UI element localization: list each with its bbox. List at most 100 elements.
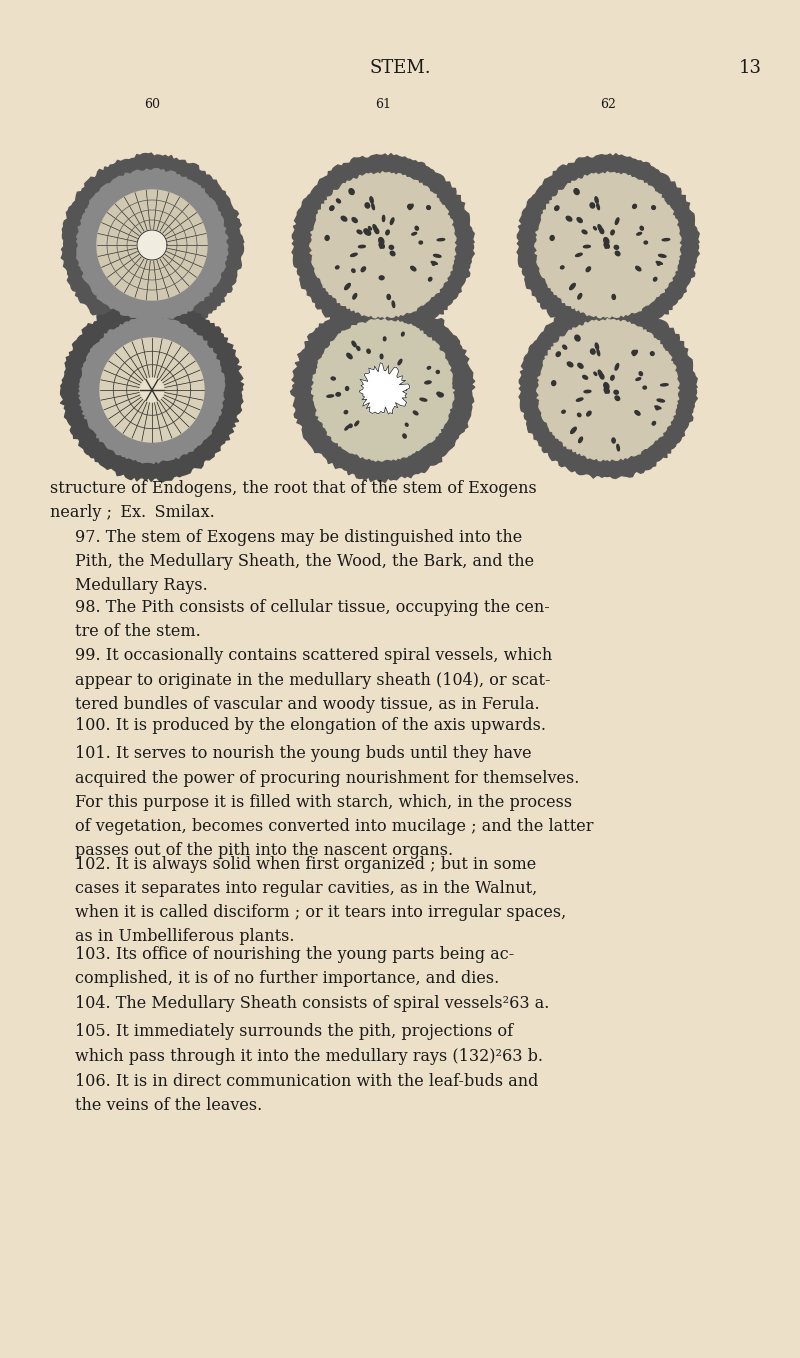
Ellipse shape [556,352,560,356]
Ellipse shape [415,227,418,230]
Polygon shape [290,299,475,482]
Ellipse shape [598,224,602,232]
Polygon shape [519,300,698,478]
Ellipse shape [383,337,386,341]
Ellipse shape [426,205,430,209]
Polygon shape [78,316,225,463]
Ellipse shape [577,398,583,401]
Text: 102. It is always solid when first organized ; but in some
cases it separates in: 102. It is always solid when first organ… [75,856,566,945]
Ellipse shape [586,268,590,272]
Ellipse shape [330,206,334,210]
Ellipse shape [382,216,385,221]
Ellipse shape [582,375,588,379]
Ellipse shape [379,243,382,247]
Ellipse shape [597,349,600,356]
Ellipse shape [420,398,426,401]
Polygon shape [312,319,454,462]
Ellipse shape [598,371,602,378]
Ellipse shape [425,382,431,384]
Ellipse shape [436,371,439,373]
Ellipse shape [650,352,654,356]
Ellipse shape [365,202,370,208]
Ellipse shape [636,378,641,380]
Ellipse shape [335,266,339,269]
Ellipse shape [358,246,366,247]
Ellipse shape [552,380,556,386]
Ellipse shape [595,197,598,204]
Ellipse shape [345,284,350,289]
Ellipse shape [575,335,580,341]
Ellipse shape [644,240,647,244]
Ellipse shape [652,205,655,209]
Text: 97. The stem of Exogens may be distinguished into the
Pith, the Medullary Sheath: 97. The stem of Exogens may be distingui… [75,530,534,595]
Ellipse shape [353,293,357,299]
Ellipse shape [604,383,609,390]
Ellipse shape [607,390,610,392]
Ellipse shape [431,262,438,265]
Ellipse shape [389,246,394,250]
Ellipse shape [612,439,615,443]
Circle shape [140,378,164,402]
Ellipse shape [370,197,374,204]
Ellipse shape [590,202,594,208]
Ellipse shape [402,333,404,335]
Ellipse shape [612,295,615,300]
Ellipse shape [590,349,595,354]
Ellipse shape [342,216,347,221]
Ellipse shape [387,295,390,300]
Ellipse shape [583,246,590,247]
Ellipse shape [584,390,591,392]
Ellipse shape [567,363,573,367]
Polygon shape [100,338,204,441]
Ellipse shape [562,410,566,413]
Ellipse shape [419,240,422,244]
Ellipse shape [578,293,582,299]
Ellipse shape [331,378,335,380]
Ellipse shape [562,345,566,349]
Text: 62: 62 [600,99,616,111]
Ellipse shape [632,350,636,354]
Ellipse shape [607,244,610,249]
Ellipse shape [633,204,637,208]
Ellipse shape [352,341,356,346]
Ellipse shape [346,387,349,391]
Ellipse shape [352,269,355,273]
Ellipse shape [427,367,430,369]
Ellipse shape [611,230,614,235]
Polygon shape [97,190,207,300]
Text: 13: 13 [738,58,762,77]
Polygon shape [359,363,410,414]
Ellipse shape [374,228,378,234]
Text: structure of Endogens, the root that of the stem of Exogens
nearly ;  Ex.  Smila: structure of Endogens, the root that of … [50,479,537,521]
Ellipse shape [578,364,583,368]
Text: 104. The Medullary Sheath consists of spiral vessels²63 a.: 104. The Medullary Sheath consists of sp… [75,995,550,1012]
Ellipse shape [380,244,384,249]
Ellipse shape [408,204,411,208]
Ellipse shape [637,232,642,235]
Ellipse shape [410,266,416,270]
Ellipse shape [379,276,384,280]
Ellipse shape [561,266,564,269]
Ellipse shape [390,251,395,255]
Ellipse shape [437,392,441,395]
Ellipse shape [570,428,576,433]
Ellipse shape [574,189,579,194]
Text: 98. The Pith consists of cellular tissue, occupying the cen-
tre of the stem.: 98. The Pith consists of cellular tissue… [75,599,550,640]
Text: STEM.: STEM. [369,58,431,77]
Polygon shape [537,319,679,460]
Ellipse shape [654,277,657,281]
Ellipse shape [550,235,554,240]
Ellipse shape [594,372,597,375]
Ellipse shape [578,437,582,443]
Text: 106. It is in direct communication with the leaf-buds and
the veins of the leave: 106. It is in direct communication with … [75,1073,538,1114]
Ellipse shape [582,230,587,234]
Ellipse shape [349,189,354,194]
Ellipse shape [438,392,443,397]
Polygon shape [292,153,474,335]
Ellipse shape [615,251,620,255]
Ellipse shape [554,206,559,210]
Text: 100. It is produced by the elongation of the axis upwards.: 100. It is produced by the elongation of… [75,717,546,735]
Ellipse shape [662,239,670,240]
Ellipse shape [380,354,383,359]
Ellipse shape [600,373,604,379]
